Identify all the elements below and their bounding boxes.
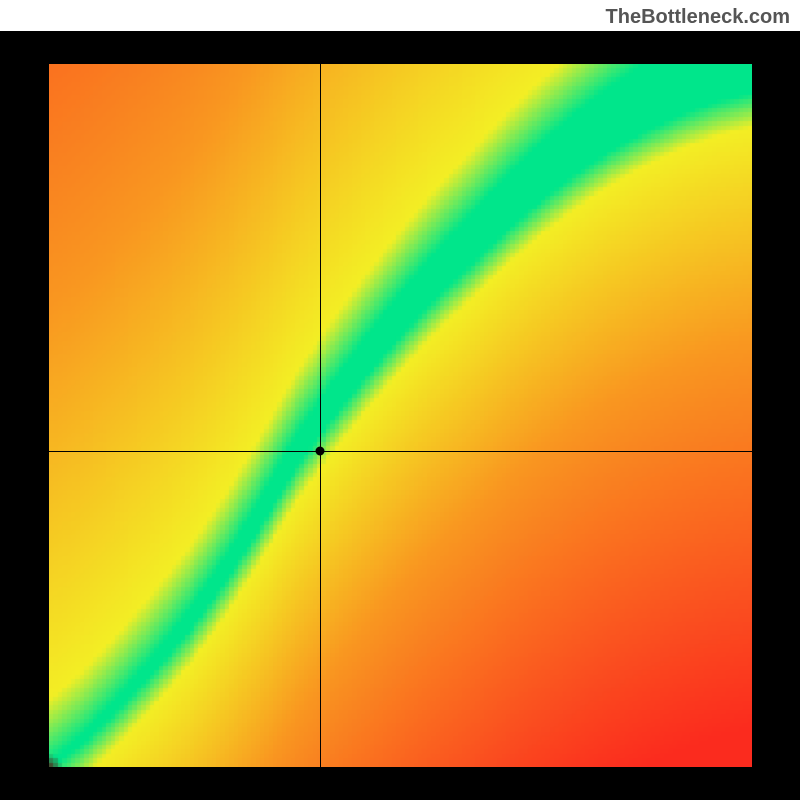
heatmap-plot-area bbox=[49, 64, 752, 767]
crosshair-vertical bbox=[320, 64, 321, 767]
crosshair-point-icon bbox=[315, 447, 324, 456]
watermark-text: TheBottleneck.com bbox=[606, 6, 790, 29]
chart-outer-frame bbox=[0, 31, 800, 800]
crosshair-horizontal bbox=[49, 451, 752, 452]
heatmap-canvas bbox=[49, 64, 752, 767]
